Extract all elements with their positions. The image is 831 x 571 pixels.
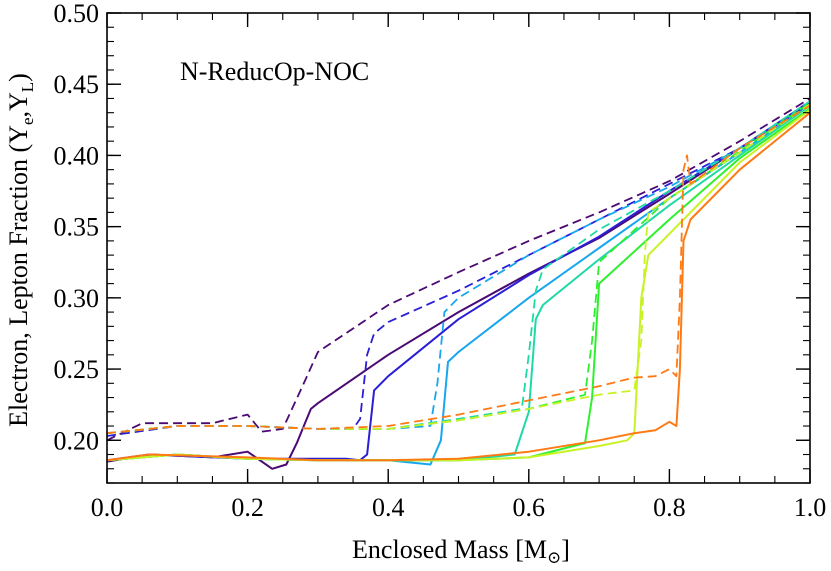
series-line-ye-7 (106, 111, 811, 462)
x-tick-label: 0.8 (653, 493, 686, 522)
axis-tick-labels: 0.0 0.2 0.4 0.6 0.8 1.0 0.20 0.25 0.30 0.35 0.40 0.… (54, 0, 827, 522)
y-axis-label: Electron, Lepton Fraction (Ye,YL) (4, 73, 37, 427)
x-axis-label-main: Enclosed Mass [M (352, 535, 547, 564)
x-axis-label-suffix: ] (561, 535, 570, 564)
series-line-yl-4 (106, 100, 811, 435)
series-line-yl-6 (106, 103, 811, 435)
x-tick-label: 0.0 (91, 493, 124, 522)
x-axis-label: Enclosed Mass [M⊙] (352, 535, 570, 567)
y-axis-label-mid: ,Y (4, 92, 33, 118)
series-line-yl-1 (106, 97, 811, 442)
y-tick-label: 0.50 (54, 0, 100, 28)
x-tick-label: 0.6 (513, 493, 546, 522)
series-line-ye-3 (106, 104, 811, 466)
axis-ticks (106, 12, 811, 484)
series-lines (106, 97, 811, 470)
x-tick-label: 0.4 (372, 493, 405, 522)
series-line-ye-6 (106, 108, 811, 462)
series-line-yl-2 (106, 100, 811, 437)
y-tick-label: 0.25 (54, 355, 100, 384)
x-tick-label: 0.2 (231, 493, 264, 522)
y-axis-label-sub-l: L (18, 82, 37, 92)
chart-annotation: N-ReducOp-NOC (180, 57, 369, 86)
y-tick-label: 0.40 (54, 141, 100, 170)
x-axis-label-sub: ⊙ (547, 548, 561, 567)
series-line-yl-7 (106, 104, 811, 435)
series-line-ye-2 (106, 103, 811, 462)
series-line-ye-4 (106, 104, 811, 462)
y-axis-label-suffix: ) (4, 73, 33, 82)
y-tick-label: 0.35 (54, 213, 100, 242)
y-axis-label-sub-e: e (18, 118, 37, 126)
y-tick-label: 0.20 (54, 426, 100, 455)
y-axis-label-main: Electron, Lepton Fraction (Y (4, 125, 33, 427)
x-tick-label: 1.0 (794, 493, 827, 522)
series-line-yl-3 (106, 100, 811, 435)
y-tick-label: 0.30 (54, 284, 100, 313)
series-line-yl-5 (106, 101, 811, 435)
series-line-ye-1 (106, 101, 811, 470)
y-tick-label: 0.45 (54, 70, 100, 99)
